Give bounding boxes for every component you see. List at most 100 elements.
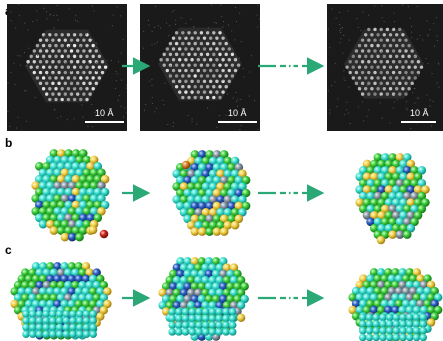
noise-speck [383,69,385,71]
atom-column [212,85,216,89]
atom [35,187,44,197]
atom-column [82,81,86,86]
noise-speck [232,97,234,99]
atom [75,194,84,203]
atom-column [373,60,377,64]
atom [86,162,95,171]
atom-column [82,38,86,42]
atom [197,201,207,211]
atom [202,321,210,329]
atom [212,163,222,172]
atom-column [410,81,414,86]
noise-speck [7,110,9,112]
atom [384,293,393,302]
atom [93,213,103,223]
atom [42,187,51,197]
noise-speck [182,87,184,89]
atom [46,274,55,283]
atom [13,280,23,290]
atom [172,169,181,178]
atom [71,226,81,235]
atom-column [391,38,396,42]
atom-column [187,85,191,89]
atom-column [88,81,92,86]
noise-speck [339,24,341,26]
noise-speck [331,85,333,87]
atom-column [181,52,185,57]
noise-speck [50,13,52,15]
atom [399,223,408,233]
atom [53,262,62,271]
atom-column [410,49,414,53]
noise-speck [196,59,198,61]
atom-column [407,87,411,91]
atom-column [407,76,411,80]
noise-speck [53,99,55,101]
atom-column [66,54,71,59]
noise-speck [168,73,170,75]
atom-column [63,49,67,53]
atom [53,194,62,203]
atom [409,299,418,308]
atom [86,213,95,223]
atom-column [181,63,185,67]
atom-column [419,65,424,69]
atom [208,169,218,178]
atom [28,323,37,332]
atom [205,214,214,224]
atom-column [376,76,380,80]
atom [63,280,73,290]
noise-speck [248,95,250,97]
atom [362,185,372,194]
atom [100,187,110,197]
scale-bar [218,121,257,123]
atom-column [66,87,71,91]
atom-column [32,70,36,75]
atom [78,149,88,158]
atom [215,321,223,329]
noise-speck [187,38,189,40]
atom [35,316,44,325]
atom [96,287,105,296]
atom-column [354,60,359,64]
atom-column [38,38,43,42]
atom [380,286,389,296]
noise-speck [347,10,349,12]
atom [406,198,416,207]
atom [215,314,223,323]
atom-column [48,97,52,102]
atom [201,220,211,230]
atom [355,185,365,194]
atom [412,293,421,302]
atom [201,301,210,310]
atom [373,166,383,175]
atom-column [79,76,83,80]
noise-speck [392,107,394,109]
atom-column [91,87,95,91]
atom-column [159,58,163,62]
atom [348,305,357,315]
atom [60,207,70,216]
atom [369,280,379,289]
atom-column [398,60,402,64]
atom [201,195,211,204]
atom [197,214,207,224]
atom-column [100,70,105,75]
atom-column [66,97,71,102]
atom [49,330,57,338]
atom-column [385,27,390,32]
noise-speck [342,52,344,54]
noise-speck [95,61,97,63]
noise-speck [210,4,212,6]
noise-speck [46,11,48,13]
atom-column [26,60,30,64]
atom [71,174,81,184]
scale-bar-label: 10 Å [410,108,429,118]
atom [208,220,218,230]
atom-column [382,54,386,59]
atom-column [395,87,399,91]
noise-speck [238,57,240,59]
noise-speck [218,114,220,116]
atom [55,310,64,318]
atom [35,293,44,302]
